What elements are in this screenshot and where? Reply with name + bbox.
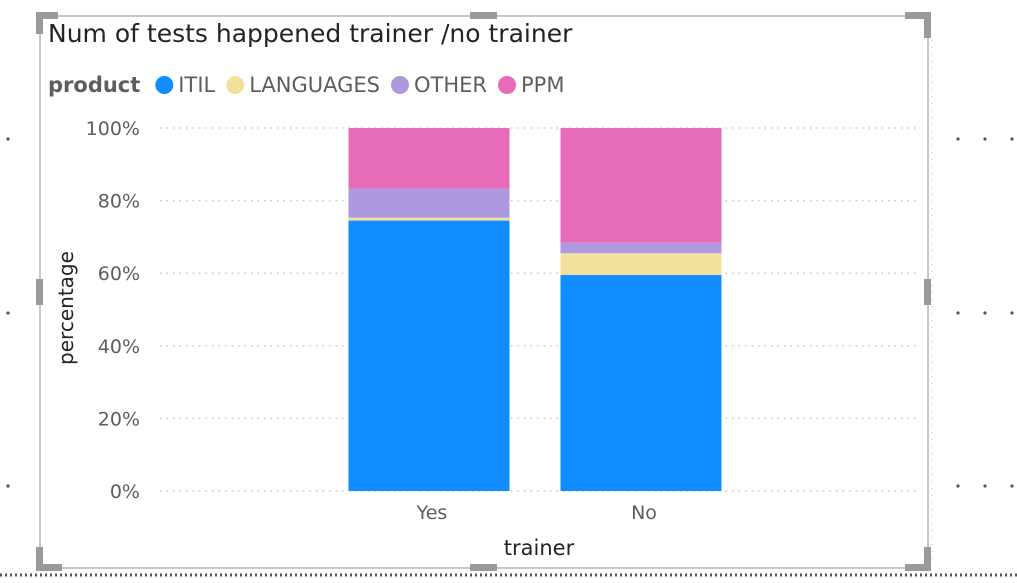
handle-bottom-left[interactable] — [36, 564, 62, 571]
bar-yes-languages[interactable] — [348, 217, 510, 221]
y-tick-label: 20% — [98, 408, 140, 430]
handle-right-mid[interactable] — [924, 279, 931, 305]
resize-handles[interactable] — [36, 12, 931, 571]
handle-bottom-mid[interactable] — [470, 564, 497, 571]
y-tick-label: 100% — [86, 118, 140, 140]
x-tick-label: Yes — [416, 502, 448, 524]
chart-title: Num of tests happened trainer /no traine… — [48, 19, 573, 48]
legend-item-other[interactable]: OTHER — [414, 73, 487, 97]
handle-top-right[interactable] — [905, 12, 931, 19]
legend-title: product — [48, 73, 140, 97]
y-tick-label: 80% — [98, 191, 140, 213]
handle-top-mid[interactable] — [470, 12, 497, 19]
y-axis-label: percentage — [54, 251, 78, 365]
handle-top-right-v[interactable] — [924, 12, 931, 38]
bar-no-ppm[interactable] — [560, 128, 722, 243]
y-tick-label: 0% — [110, 481, 140, 503]
bar-yes-ppm[interactable] — [348, 128, 510, 189]
handle-left-mid[interactable] — [36, 279, 43, 305]
legend-item-ppm[interactable]: PPM — [521, 73, 564, 97]
legend-item-languages[interactable]: LANGUAGES — [249, 73, 380, 97]
y-axis-ticks: 0% 20% 40% 60% 80% 100% — [86, 118, 140, 503]
bar-no-languages[interactable] — [560, 253, 722, 276]
handle-bottom-right[interactable] — [905, 564, 931, 571]
handle-bottom-left-v[interactable] — [36, 547, 43, 571]
y-tick-label: 60% — [98, 263, 140, 285]
x-axis-label: trainer — [504, 536, 575, 560]
legend-marker-languages — [226, 76, 245, 94]
x-tick-label: No — [631, 502, 657, 524]
bar-no-itil[interactable] — [560, 275, 722, 491]
legend-marker-ppm — [498, 76, 517, 94]
gridlines — [160, 127, 918, 492]
bar-yes-itil[interactable] — [348, 220, 510, 491]
legend: ITIL LANGUAGES OTHER PPM — [155, 73, 564, 97]
legend-marker-other — [391, 76, 409, 94]
y-tick-label: 40% — [98, 336, 140, 358]
bars[interactable] — [348, 128, 722, 491]
handle-top-left-v[interactable] — [36, 12, 43, 34]
canvas-dots — [6, 137, 1014, 488]
handle-bottom-right-v[interactable] — [924, 547, 931, 571]
legend-marker-itil — [155, 76, 174, 94]
x-axis-ticks: Yes No — [416, 502, 657, 524]
bar-no-other[interactable] — [560, 242, 722, 254]
bar-yes-other[interactable] — [348, 188, 510, 218]
handle-top-left[interactable] — [36, 12, 58, 19]
legend-item-itil[interactable]: ITIL — [178, 73, 215, 97]
